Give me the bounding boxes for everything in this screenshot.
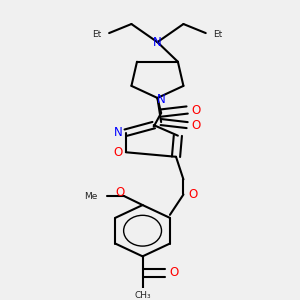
Text: N: N (157, 93, 166, 106)
Text: Me: Me (85, 191, 98, 200)
Text: O: O (116, 187, 125, 200)
Text: Et: Et (213, 30, 222, 39)
Text: O: O (192, 103, 201, 116)
Text: O: O (169, 266, 179, 279)
Text: CH₃: CH₃ (134, 291, 151, 300)
Text: O: O (114, 146, 123, 159)
Text: Et: Et (92, 30, 102, 39)
Text: O: O (188, 188, 197, 201)
Text: N: N (153, 36, 162, 49)
Text: O: O (192, 118, 201, 132)
Text: N: N (114, 126, 123, 139)
